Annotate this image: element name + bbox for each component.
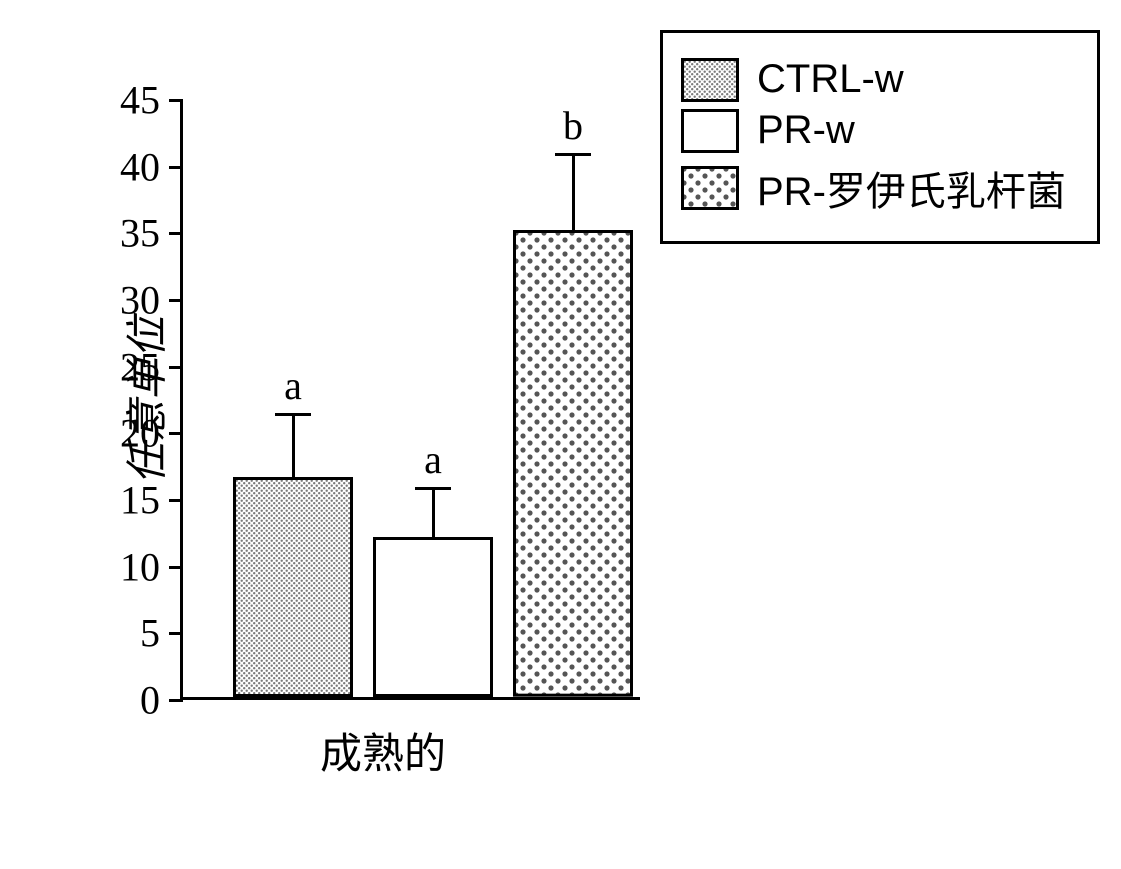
significance-label: a	[424, 436, 442, 483]
significance-label: b	[563, 102, 583, 149]
legend-label: CTRL-w	[757, 57, 904, 102]
ytick-label: 25	[120, 343, 160, 390]
error-bar	[292, 413, 295, 480]
ytick-label: 15	[120, 477, 160, 524]
bar-ctrl_w	[233, 477, 353, 697]
ytick	[169, 499, 183, 502]
plot-area: 051015202530354045aab	[180, 100, 640, 700]
ytick	[169, 166, 183, 169]
ytick	[169, 232, 183, 235]
ytick	[169, 566, 183, 569]
error-bar-cap	[415, 487, 451, 490]
error-bar	[432, 487, 435, 540]
bar-pr_w	[373, 537, 493, 697]
ytick-label: 45	[120, 77, 160, 124]
ytick-label: 35	[120, 210, 160, 257]
ytick	[169, 699, 183, 702]
significance-label: a	[284, 362, 302, 409]
legend-label: PR-w	[757, 108, 855, 153]
legend-label: PR-罗伊氏乳杆菌	[757, 159, 1066, 217]
ytick	[169, 366, 183, 369]
x-axis-label: 成熟的	[320, 720, 446, 781]
bar-chart-figure: CTRL-w PR-w PR-罗伊氏乳杆菌 任意单位 0 5 10 15 20 25 30 35 4…	[40, 20, 1080, 840]
ytick-label: 5	[140, 610, 160, 657]
y-axis-title: 任意单位	[114, 316, 175, 484]
legend-item-pr_w: PR-w	[681, 108, 1079, 153]
legend-item-pr_reuteri: PR-罗伊氏乳杆菌	[681, 159, 1079, 217]
legend-swatch	[681, 58, 739, 102]
ytick-label: 0	[140, 677, 160, 724]
ytick	[169, 432, 183, 435]
ytick-label: 40	[120, 143, 160, 190]
legend: CTRL-w PR-w PR-罗伊氏乳杆菌	[660, 30, 1100, 244]
legend-item-ctrl_w: CTRL-w	[681, 57, 1079, 102]
bar-pr_reuteri	[513, 230, 633, 697]
error-bar-cap	[555, 153, 591, 156]
ytick	[169, 299, 183, 302]
error-bar-cap	[275, 413, 311, 416]
error-bar	[572, 153, 575, 233]
ytick-label: 30	[120, 277, 160, 324]
legend-swatch	[681, 166, 739, 210]
legend-swatch	[681, 109, 739, 153]
ytick	[169, 99, 183, 102]
ytick-label: 20	[120, 410, 160, 457]
ytick-label: 10	[120, 543, 160, 590]
ytick	[169, 632, 183, 635]
